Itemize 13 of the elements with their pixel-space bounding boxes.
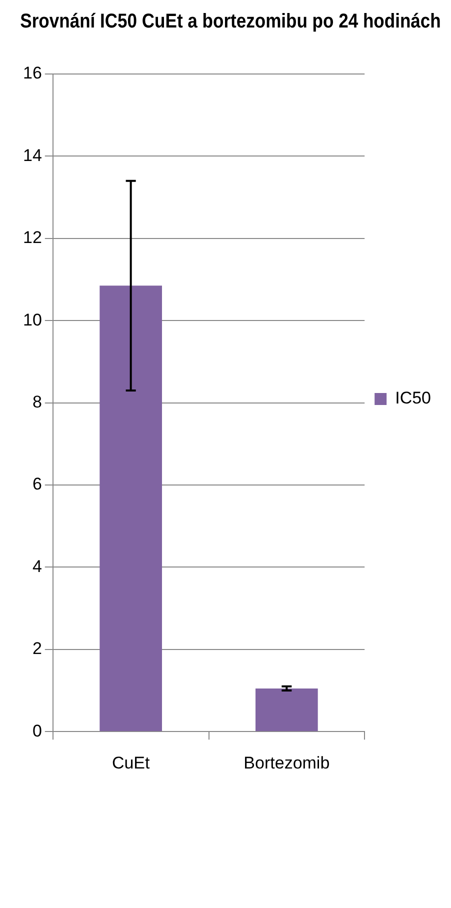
y-tick-label: 12 — [22, 228, 42, 248]
y-tick-label: 16 — [22, 64, 42, 83]
y-tick-label: 4 — [32, 556, 42, 576]
legend-label: IC50 — [395, 388, 432, 408]
x-tick-label: CuEt — [112, 753, 150, 772]
y-tick-label: 2 — [32, 639, 42, 658]
y-tick-label: 14 — [22, 146, 42, 165]
y-tick-label: 8 — [32, 392, 42, 412]
y-tick-label: 10 — [22, 310, 42, 330]
x-tick-label: Bortezomib — [244, 753, 330, 772]
y-tick-label: 0 — [32, 721, 42, 740]
y-tick-label: 6 — [32, 474, 42, 494]
chart-title: Srovnání IC50 CuEt a bortezomibu po 24 hodinách — [20, 9, 441, 32]
